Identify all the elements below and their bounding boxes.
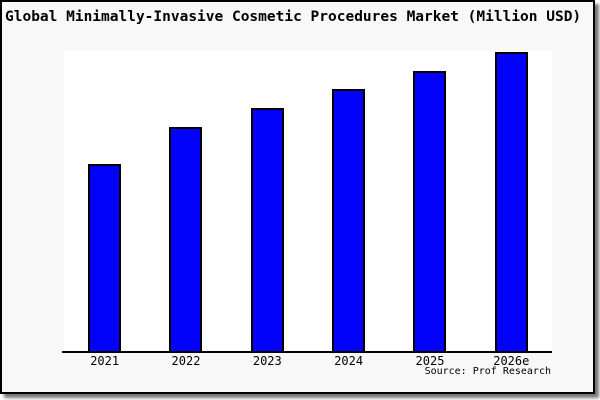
x-tick-label-2026e: 2026e	[493, 354, 530, 368]
bar-2025	[413, 71, 447, 351]
bar-slot-2026e	[471, 51, 552, 351]
bar-slot-2024	[308, 51, 389, 351]
x-tick-label-2024: 2024	[334, 354, 364, 368]
bar-2021	[88, 164, 122, 351]
bar-2022	[169, 126, 203, 351]
bar-slot-2025	[389, 51, 470, 351]
x-tick-label-2023: 2023	[252, 354, 282, 368]
x-tick-label-2021: 2021	[90, 354, 120, 368]
bar-2026e	[494, 51, 528, 351]
bar-slot-2022	[145, 51, 226, 351]
bar-2024	[332, 89, 366, 351]
x-tick-label-2022: 2022	[171, 354, 201, 368]
chart-card: Global Minimally-Invasive Cosmetic Proce…	[0, 0, 595, 394]
plot-area	[64, 51, 552, 351]
bar-2023	[250, 108, 284, 351]
bars-row	[64, 51, 552, 351]
bar-slot-2023	[227, 51, 308, 351]
x-axis-line	[62, 351, 552, 353]
x-axis-labels: 2021 2022 2023 2024 2025 2026e	[64, 354, 552, 369]
bar-slot-2021	[64, 51, 145, 351]
x-tick-label-2025: 2025	[415, 354, 445, 368]
chart-title: Global Minimally-Invasive Cosmetic Proce…	[5, 9, 582, 25]
source-credit: Source: Prof Research	[424, 366, 551, 377]
